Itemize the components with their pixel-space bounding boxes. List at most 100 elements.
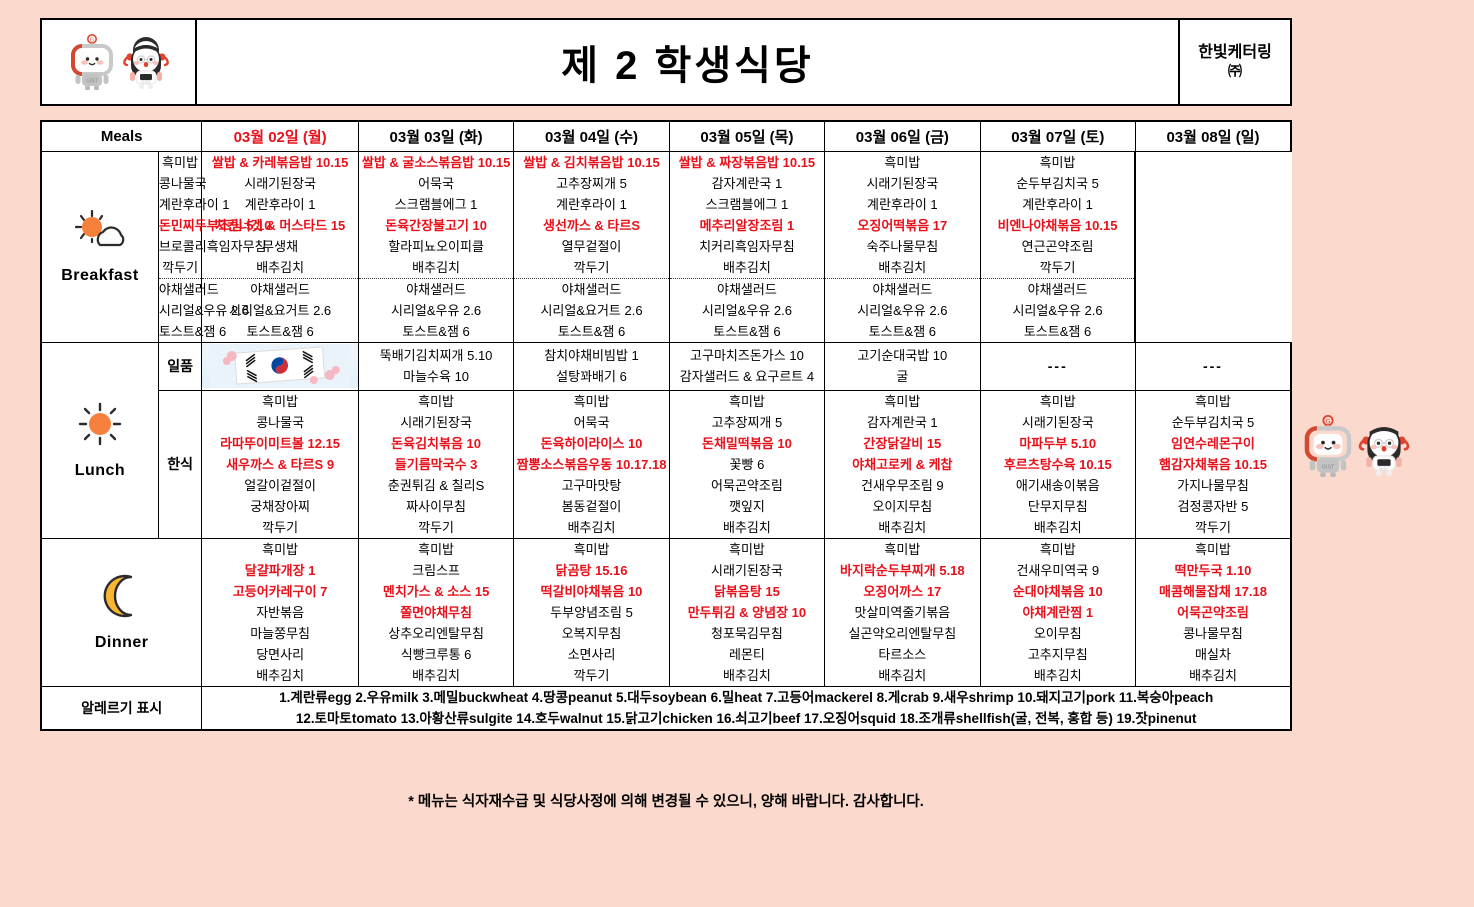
menu-item: 매콤해물잡채 17.18	[1159, 583, 1267, 599]
brand-cell: 한빛케터링 ㈜	[1180, 20, 1290, 104]
menu-item: 멘치가스 & 소스 15	[382, 583, 490, 599]
menu-item: 치커리흑임자무침	[699, 238, 795, 254]
lunch-hansik-row: 한식 흑미밥 콩나물국 라따뚜이미트볼 12.15 새우까스 & 타르S 9 얼갈이겉절이…	[41, 389, 1292, 539]
svg-text:GIST: GIST	[86, 79, 99, 85]
menu-item: 브로콜리흑임자무침	[159, 236, 267, 257]
allergy-line-1: 1.계란류egg 2.우유milk 3.메밀buckwheat 4.땅콩pean…	[279, 689, 1214, 705]
menu-item: 쌀밥 & 굴소스볶음밥 10.15	[361, 154, 511, 170]
lunch-ilpum-cell-4: 고기순대국밥 10 굴	[824, 341, 981, 391]
breakfast-side-cell-2: 야채샐러드 시리얼&우유 2.6 토스트&잼 6	[357, 278, 515, 343]
day-header-4: 03월 06일 (금)	[824, 120, 981, 152]
menu-item: 짬뽕소스볶음우동 10.17.18	[516, 456, 667, 472]
menu-item: 감자계란국 1	[711, 175, 783, 191]
menu-item: 흑미밥	[262, 393, 299, 409]
day-header-0: 03월 02일 (월)	[201, 120, 359, 152]
meal-label-dinner: Dinner	[40, 537, 203, 687]
menu-item: 라따뚜이미트볼 12.15	[220, 435, 341, 451]
menu-item: 돈육하이라이스 10	[540, 435, 643, 451]
lunch-ilpum-cell-6: ---	[1134, 341, 1292, 391]
dinner-cell-6: 흑미밥 떡만두국 1.10 매콤해물잡채 17.18 어묵곤약조림 콩나물무침 매실차 배추…	[1134, 537, 1292, 687]
menu-item: 야채고로케 & 케찹	[852, 456, 953, 472]
menu-item: 매실차	[1195, 646, 1231, 662]
menu-item: 야채계란찜 1	[1022, 604, 1094, 620]
menu-item: 애기새송이볶음	[1015, 477, 1100, 493]
menu-item: 순두부김치국 5	[1171, 414, 1255, 430]
korean-flag-image	[202, 344, 358, 388]
menu-item: 흑미밥	[728, 541, 765, 557]
table-header-row: Meals 03월 02일 (월) 03월 03일 (화) 03월 04일 (수) 03…	[40, 120, 1292, 152]
menu-item: 계란후라이 1	[867, 196, 938, 212]
menu-item: 돈채밀떡볶음 10	[702, 435, 792, 451]
menu-item: 흑미밥	[1195, 541, 1231, 557]
menu-item: 콩나물무침	[1183, 625, 1243, 641]
menu-item: 간장닭갈비 15	[863, 435, 942, 451]
dinner-cell-4: 흑미밥 바지락순두부찌개 5.18 오징어까스 17 맛살미역줄기볶음 실곤약오리엔탈무…	[824, 537, 981, 687]
menu-item: 쫄면야채무침	[400, 604, 472, 620]
day-header-1: 03월 03일 (화)	[357, 120, 515, 152]
menu-item: 야채샐러드	[872, 281, 933, 297]
allergy-legend: 1.계란류egg 2.우유milk 3.메밀buckwheat 4.땅콩pean…	[201, 685, 1293, 731]
menu-item: 생선까스 & 타르S	[542, 217, 641, 233]
menu-item: 꽃빵 6	[729, 456, 765, 472]
menu-item: 시래기된장국	[711, 562, 783, 578]
logo-cell: G GIST	[42, 20, 197, 104]
menu-item: 배추김치	[878, 667, 927, 683]
menu-item: 배추김치	[256, 667, 305, 683]
breakfast-side-cell-6: 야채샐러드 시리얼&우유 2.6 토스트&잼 6	[979, 278, 1137, 343]
menu-item: 깍두기	[573, 259, 610, 275]
menu-item: 고추장찌개 5	[711, 414, 783, 430]
menu-item: 깍두기	[573, 667, 610, 683]
menu-item: 시리얼&우유 2.6	[158, 302, 249, 318]
lunch-hansik-label: 한식	[157, 389, 203, 539]
svg-text:GIST: GIST	[1379, 466, 1390, 472]
menu-item: 어묵곤약조림	[711, 477, 783, 493]
menu-item: 스크램블에그 1	[394, 196, 478, 212]
lunch-ilpum-cell-2: 참치야채비빔밥 1 설탕꽈배기 6	[513, 341, 670, 391]
menu-item: 후르츠탕수육 10.15	[1003, 456, 1112, 472]
menu-item: 흑미밥	[884, 393, 921, 409]
menu-item: 배추김치	[412, 259, 460, 275]
menu-item: 시래기된장국	[1021, 414, 1094, 430]
menu-item: 메추리알장조림 1	[699, 217, 795, 233]
menu-item: 굴	[896, 369, 909, 384]
menu-item: 시리얼&우유 2.6	[391, 302, 482, 318]
menu-item: 크림스프	[412, 562, 460, 578]
menu-item: 마늘수육 10	[403, 369, 470, 384]
menu-item: 깍두기	[418, 519, 455, 535]
brand-suffix: ㈜	[1228, 63, 1242, 80]
menu-item: 고구마치즈돈가스 10	[690, 348, 804, 363]
menu-item: 고구마맛탕	[561, 477, 622, 493]
lunch-hansik-cell-6: 흑미밥 순두부김치국 5 임연수레몬구이 햄감자채볶음 10.15 가지나물무침 검정콩자…	[1134, 389, 1292, 539]
menu-item: 어묵국	[573, 414, 610, 430]
svg-text:G: G	[1326, 418, 1331, 425]
menu-item: 배추김치	[878, 519, 927, 535]
menu-item: 비엔나야채볶음 10.15	[997, 217, 1118, 233]
breakfast-side-cell-5: 야채샐러드 시리얼&우유 2.6 토스트&잼 6	[824, 278, 981, 343]
day-header-6: 03월 08일 (일)	[1134, 120, 1292, 152]
no-menu-dash: ---	[1202, 357, 1223, 374]
menu-item: 흑미밥	[262, 541, 299, 557]
menu-item: 시리얼&요거트 2.6	[540, 302, 643, 318]
dinner-cell-2: 흑미밥 닭곰탕 15.16 떡갈비야채볶음 10 두부양념조림 5 오복지무침 소면사리 깍…	[513, 537, 670, 687]
menu-item: 떡갈비야채볶음 10	[540, 583, 643, 599]
menu-item: 흑미밥	[728, 393, 765, 409]
menu-item: 배추김치	[723, 667, 771, 683]
menu-item: 순두부김치국 5	[1016, 175, 1099, 191]
menu-item: 단무지무침	[1027, 498, 1088, 514]
footer-note: * 메뉴는 식자재수급 및 식당사정에 의해 변경될 수 있으니, 양해 바랍니…	[408, 794, 924, 810]
menu-item: 쌀밥 & 짜장볶음밥 10.15	[678, 154, 816, 170]
meal-label-text: Lunch	[74, 461, 126, 479]
menu-item: 흑미밥	[884, 541, 921, 557]
sun-behind-cloud-icon	[42, 208, 158, 257]
day-header-2: 03월 04일 (수)	[513, 120, 670, 152]
menu-item: 배추김치	[1033, 519, 1082, 535]
menu-item: 흑미밥	[573, 393, 610, 409]
breakfast-main-cell-1: 쌀밥 & 카레볶음밥 10.15 시래기된장국 계란후라이 1 치킨너겟 & 머스타드…	[201, 150, 359, 279]
menu-item: 소면사리	[567, 646, 616, 662]
girl-mascot-icon: GIST	[121, 34, 171, 90]
menu-item: 고추지무침	[1027, 646, 1088, 662]
menu-item: 순대야채볶음 10	[1012, 583, 1103, 599]
menu-item: 흑미밥	[1039, 541, 1076, 557]
